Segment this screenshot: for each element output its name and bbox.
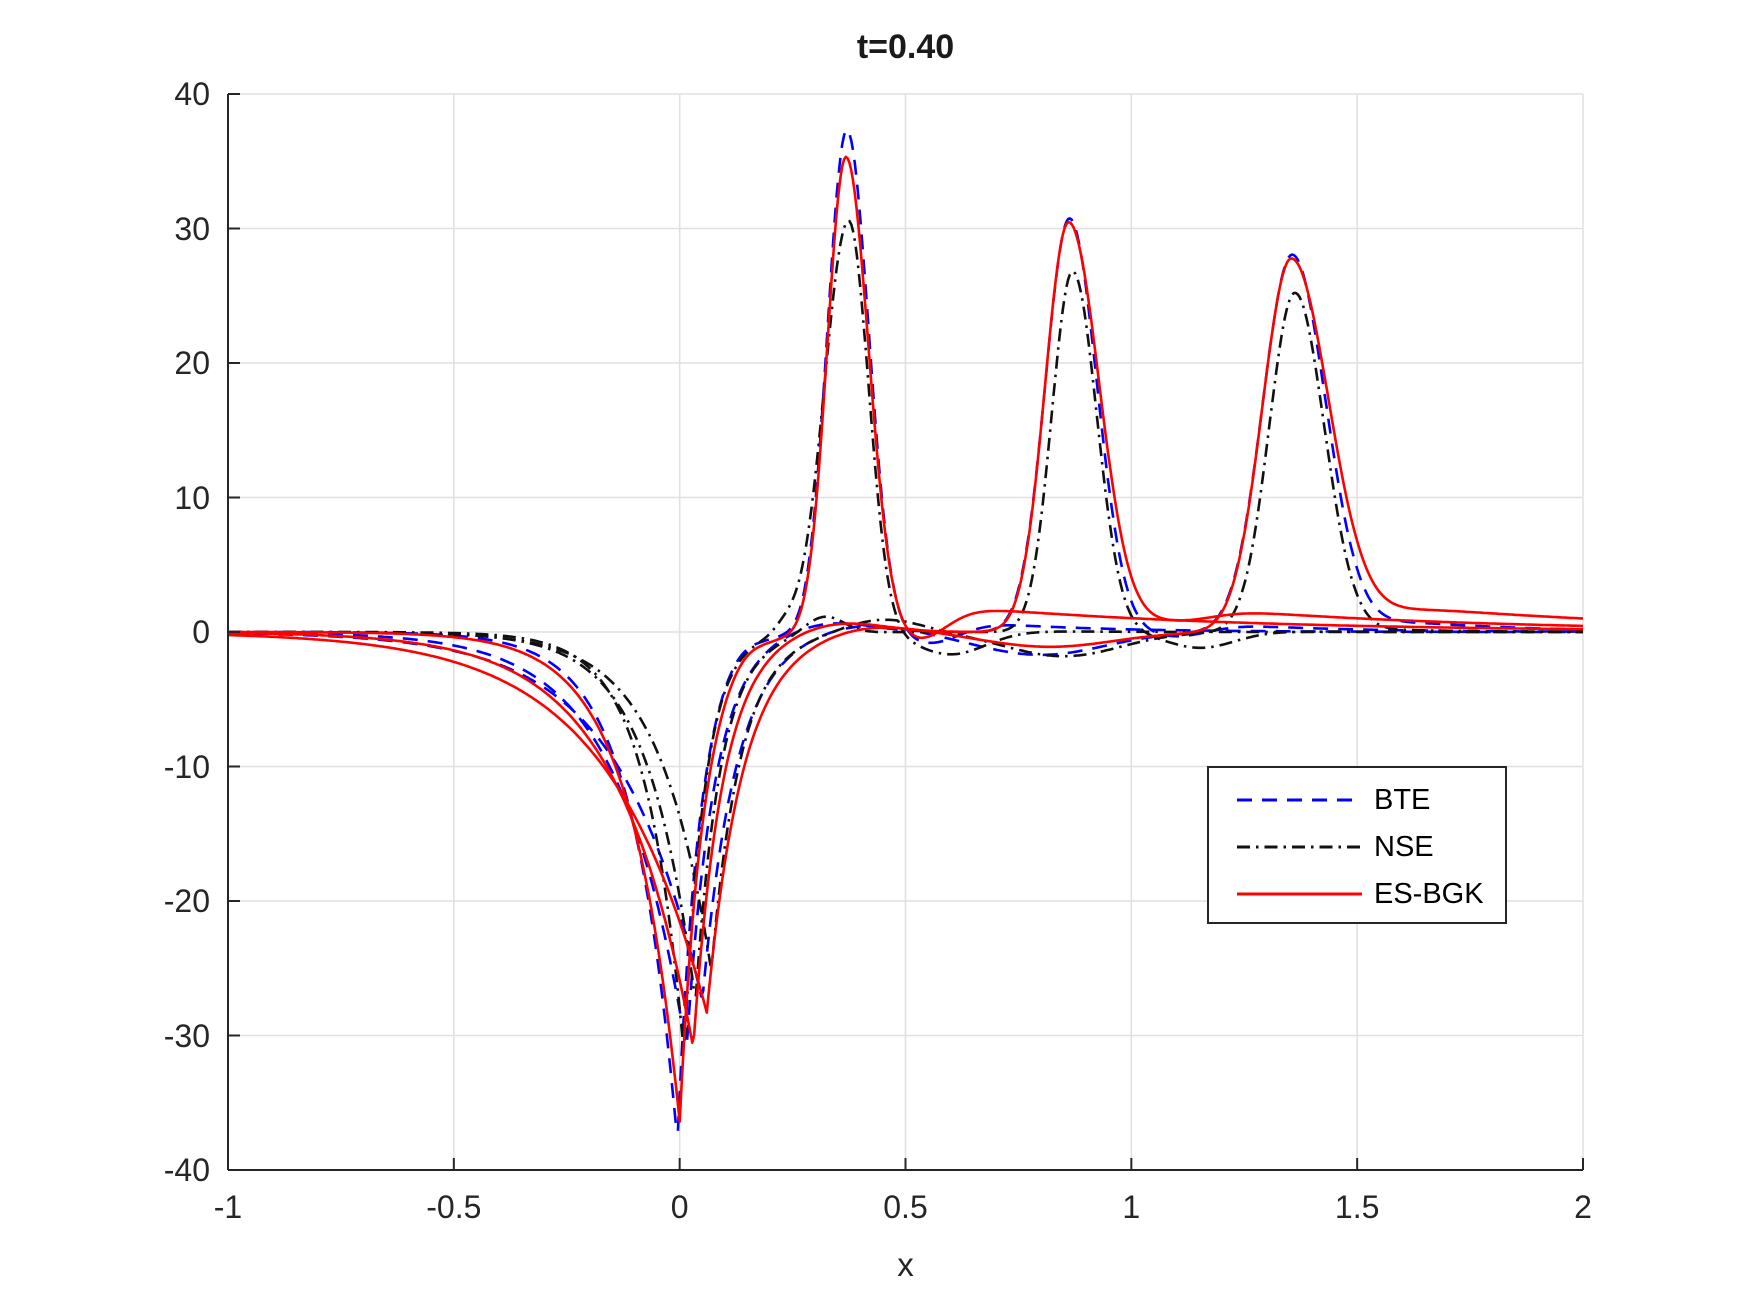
ytick-label: -30: [163, 1017, 210, 1054]
legend-label-bte: BTE: [1374, 784, 1431, 816]
legend-label-esbgk: ES-BGK: [1374, 878, 1484, 910]
xtick-label: -0.5: [426, 1189, 482, 1225]
legend-line-bte: [1237, 798, 1362, 802]
xtick-label: 1.5: [1334, 1189, 1380, 1225]
ytick-label: -40: [163, 1152, 210, 1188]
ytick-label: -20: [163, 883, 210, 919]
ytick-label: 0: [192, 614, 210, 650]
x-axis-label: x: [897, 1246, 914, 1283]
xtick-label: 1: [1122, 1189, 1141, 1225]
legend-entry-nse: NSE: [1209, 827, 1505, 867]
ytick-label: 20: [174, 345, 210, 381]
plot-title: t=0.40: [856, 28, 955, 66]
ytick-label: 40: [174, 76, 210, 112]
xtick-label: -1: [213, 1189, 243, 1225]
legend-entry-esbgk: ES-BGK: [1209, 874, 1505, 914]
legend-line-nse: [1237, 845, 1362, 849]
xtick-label: 0: [670, 1189, 689, 1225]
ytick-label: 10: [174, 479, 210, 516]
legend-entry-bte: BTE: [1209, 780, 1505, 820]
ytick-label: 30: [174, 210, 210, 247]
legend-line-esbgk: [1237, 892, 1362, 896]
xtick-label: 2: [1574, 1189, 1592, 1225]
legend-label-nse: NSE: [1374, 831, 1434, 863]
legend-box: BTE NSE ES-BGK: [1207, 766, 1507, 924]
ytick-label: -10: [163, 748, 210, 785]
xtick-label: 0.5: [883, 1189, 928, 1225]
